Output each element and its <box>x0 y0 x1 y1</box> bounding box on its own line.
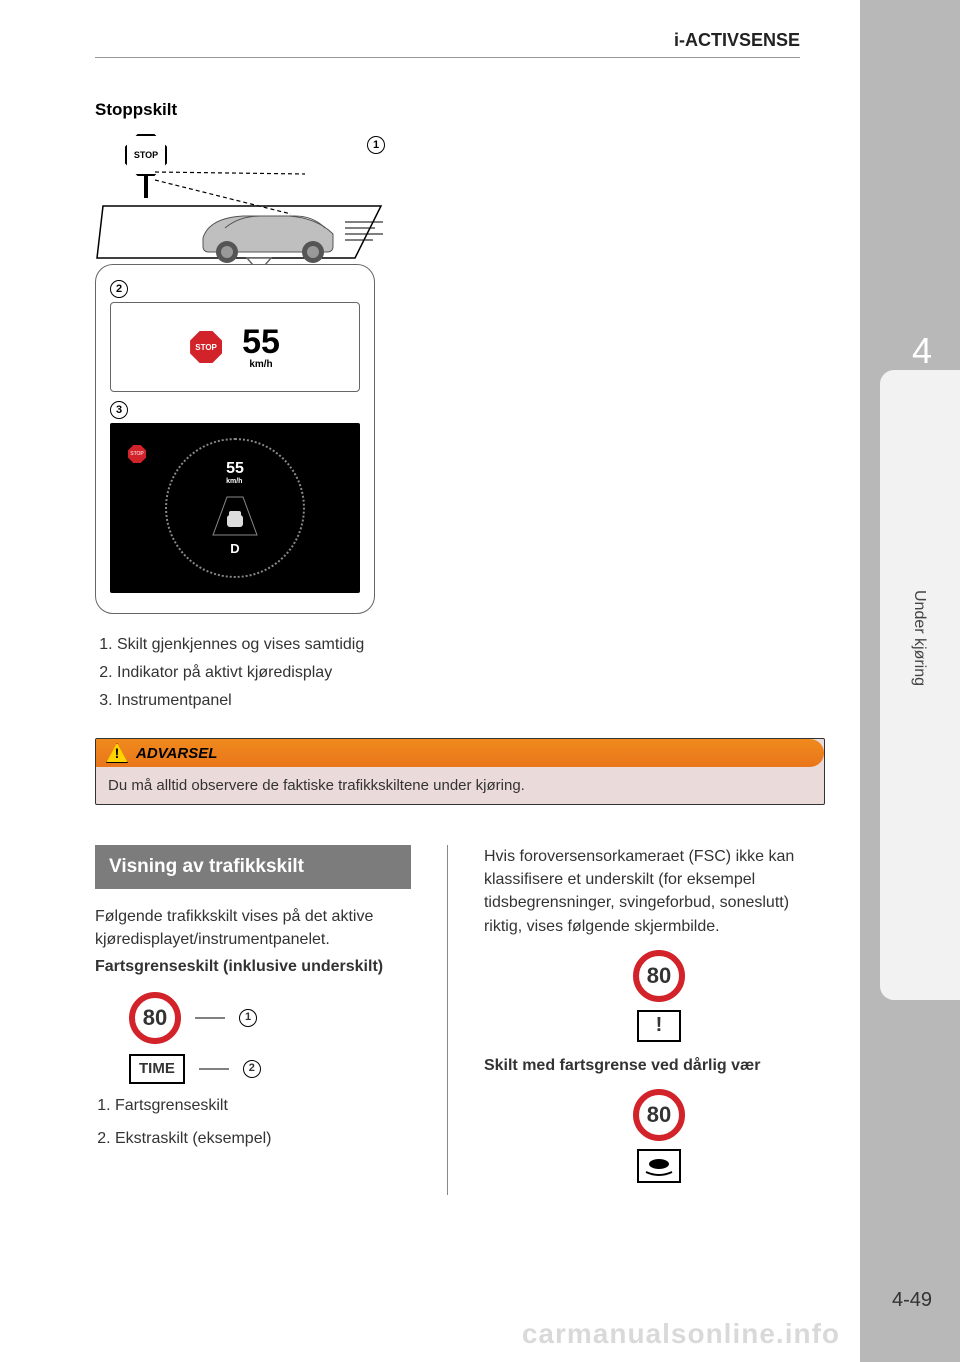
display-card: 2 STOP 55 km/h 3 STOP 55km/h <box>95 264 375 614</box>
page-number: 4-49 <box>892 1289 932 1312</box>
stop-sign-mini-icon: STOP <box>190 331 222 363</box>
list-item: Ekstraskilt (eksempel) <box>115 1127 411 1150</box>
cluster-speed: 55km/h <box>226 460 244 485</box>
callout-1b: 1 <box>239 1009 257 1027</box>
wet-road-subsign-icon <box>637 1149 681 1183</box>
subheading-speed-signs: Fartsgrenseskilt (inklusive underskilt) <box>95 955 411 978</box>
road-car-icon <box>95 164 395 264</box>
subheading-wet: Skilt med fartsgrense ved dårlig vær <box>484 1054 800 1077</box>
side-section-label: Under kjøring <box>910 590 928 686</box>
gear-indicator: D <box>230 541 239 556</box>
list-item: Instrumentpanel <box>117 692 800 710</box>
hud-display: STOP 55 km/h <box>110 302 360 392</box>
speed-80-sign-icon: 80 <box>129 992 181 1044</box>
speed-80-sign-icon: 80 <box>633 950 685 1002</box>
stoppskilt-heading: Stoppskilt <box>95 100 800 120</box>
instrument-cluster: STOP 55km/h D <box>110 423 360 593</box>
callout-3: 3 <box>110 401 128 419</box>
stoppskilt-list: Skilt gjenkjennes og vises samtidig Indi… <box>101 636 800 710</box>
right-paragraph: Hvis foroversensorkameraet (FSC) ikke ka… <box>484 845 800 938</box>
callout-1: 1 <box>367 136 385 154</box>
section-intro: Følgende trafikkskilt vises på det aktiv… <box>95 905 411 951</box>
callout-2: 2 <box>110 280 128 298</box>
callout-line <box>199 1068 229 1070</box>
speed-80-sign-icon: 80 <box>633 1089 685 1141</box>
column-divider <box>447 845 448 1195</box>
warning-title: ADVARSEL <box>136 745 217 762</box>
stop-sign-tiny-icon: STOP <box>128 445 146 463</box>
right-column: Hvis foroversensorkameraet (FSC) ikke ka… <box>484 845 800 1195</box>
time-subsign-icon: TIME <box>129 1054 185 1084</box>
list-item: Indikator på aktivt kjøredisplay <box>117 664 800 682</box>
sign-list: Fartsgrenseskilt Ekstraskilt (eksempel) <box>115 1094 411 1150</box>
warning-box: ! ADVARSEL Du må alltid observere de fak… <box>95 738 825 805</box>
chapter-number: 4 <box>912 330 932 372</box>
left-column: Visning av trafikkskilt Følgende trafikk… <box>95 845 411 1195</box>
warning-body: Du må alltid observere de faktiske trafi… <box>96 767 824 804</box>
section-title: Visning av trafikkskilt <box>95 845 411 889</box>
lane-car-icon <box>205 491 265 537</box>
callout-2b: 2 <box>243 1060 261 1078</box>
page-header: i-ACTIVSENSE <box>95 30 800 58</box>
exclamation-subsign-icon: ! <box>637 1010 681 1042</box>
list-item: Fartsgrenseskilt <box>115 1094 411 1117</box>
list-item: Skilt gjenkjennes og vises samtidig <box>117 636 800 654</box>
stop-sign-illustration: STOP 1 <box>95 134 395 614</box>
callout-line <box>195 1017 225 1019</box>
hud-speed: 55 <box>242 325 280 359</box>
warning-triangle-icon: ! <box>106 743 128 763</box>
